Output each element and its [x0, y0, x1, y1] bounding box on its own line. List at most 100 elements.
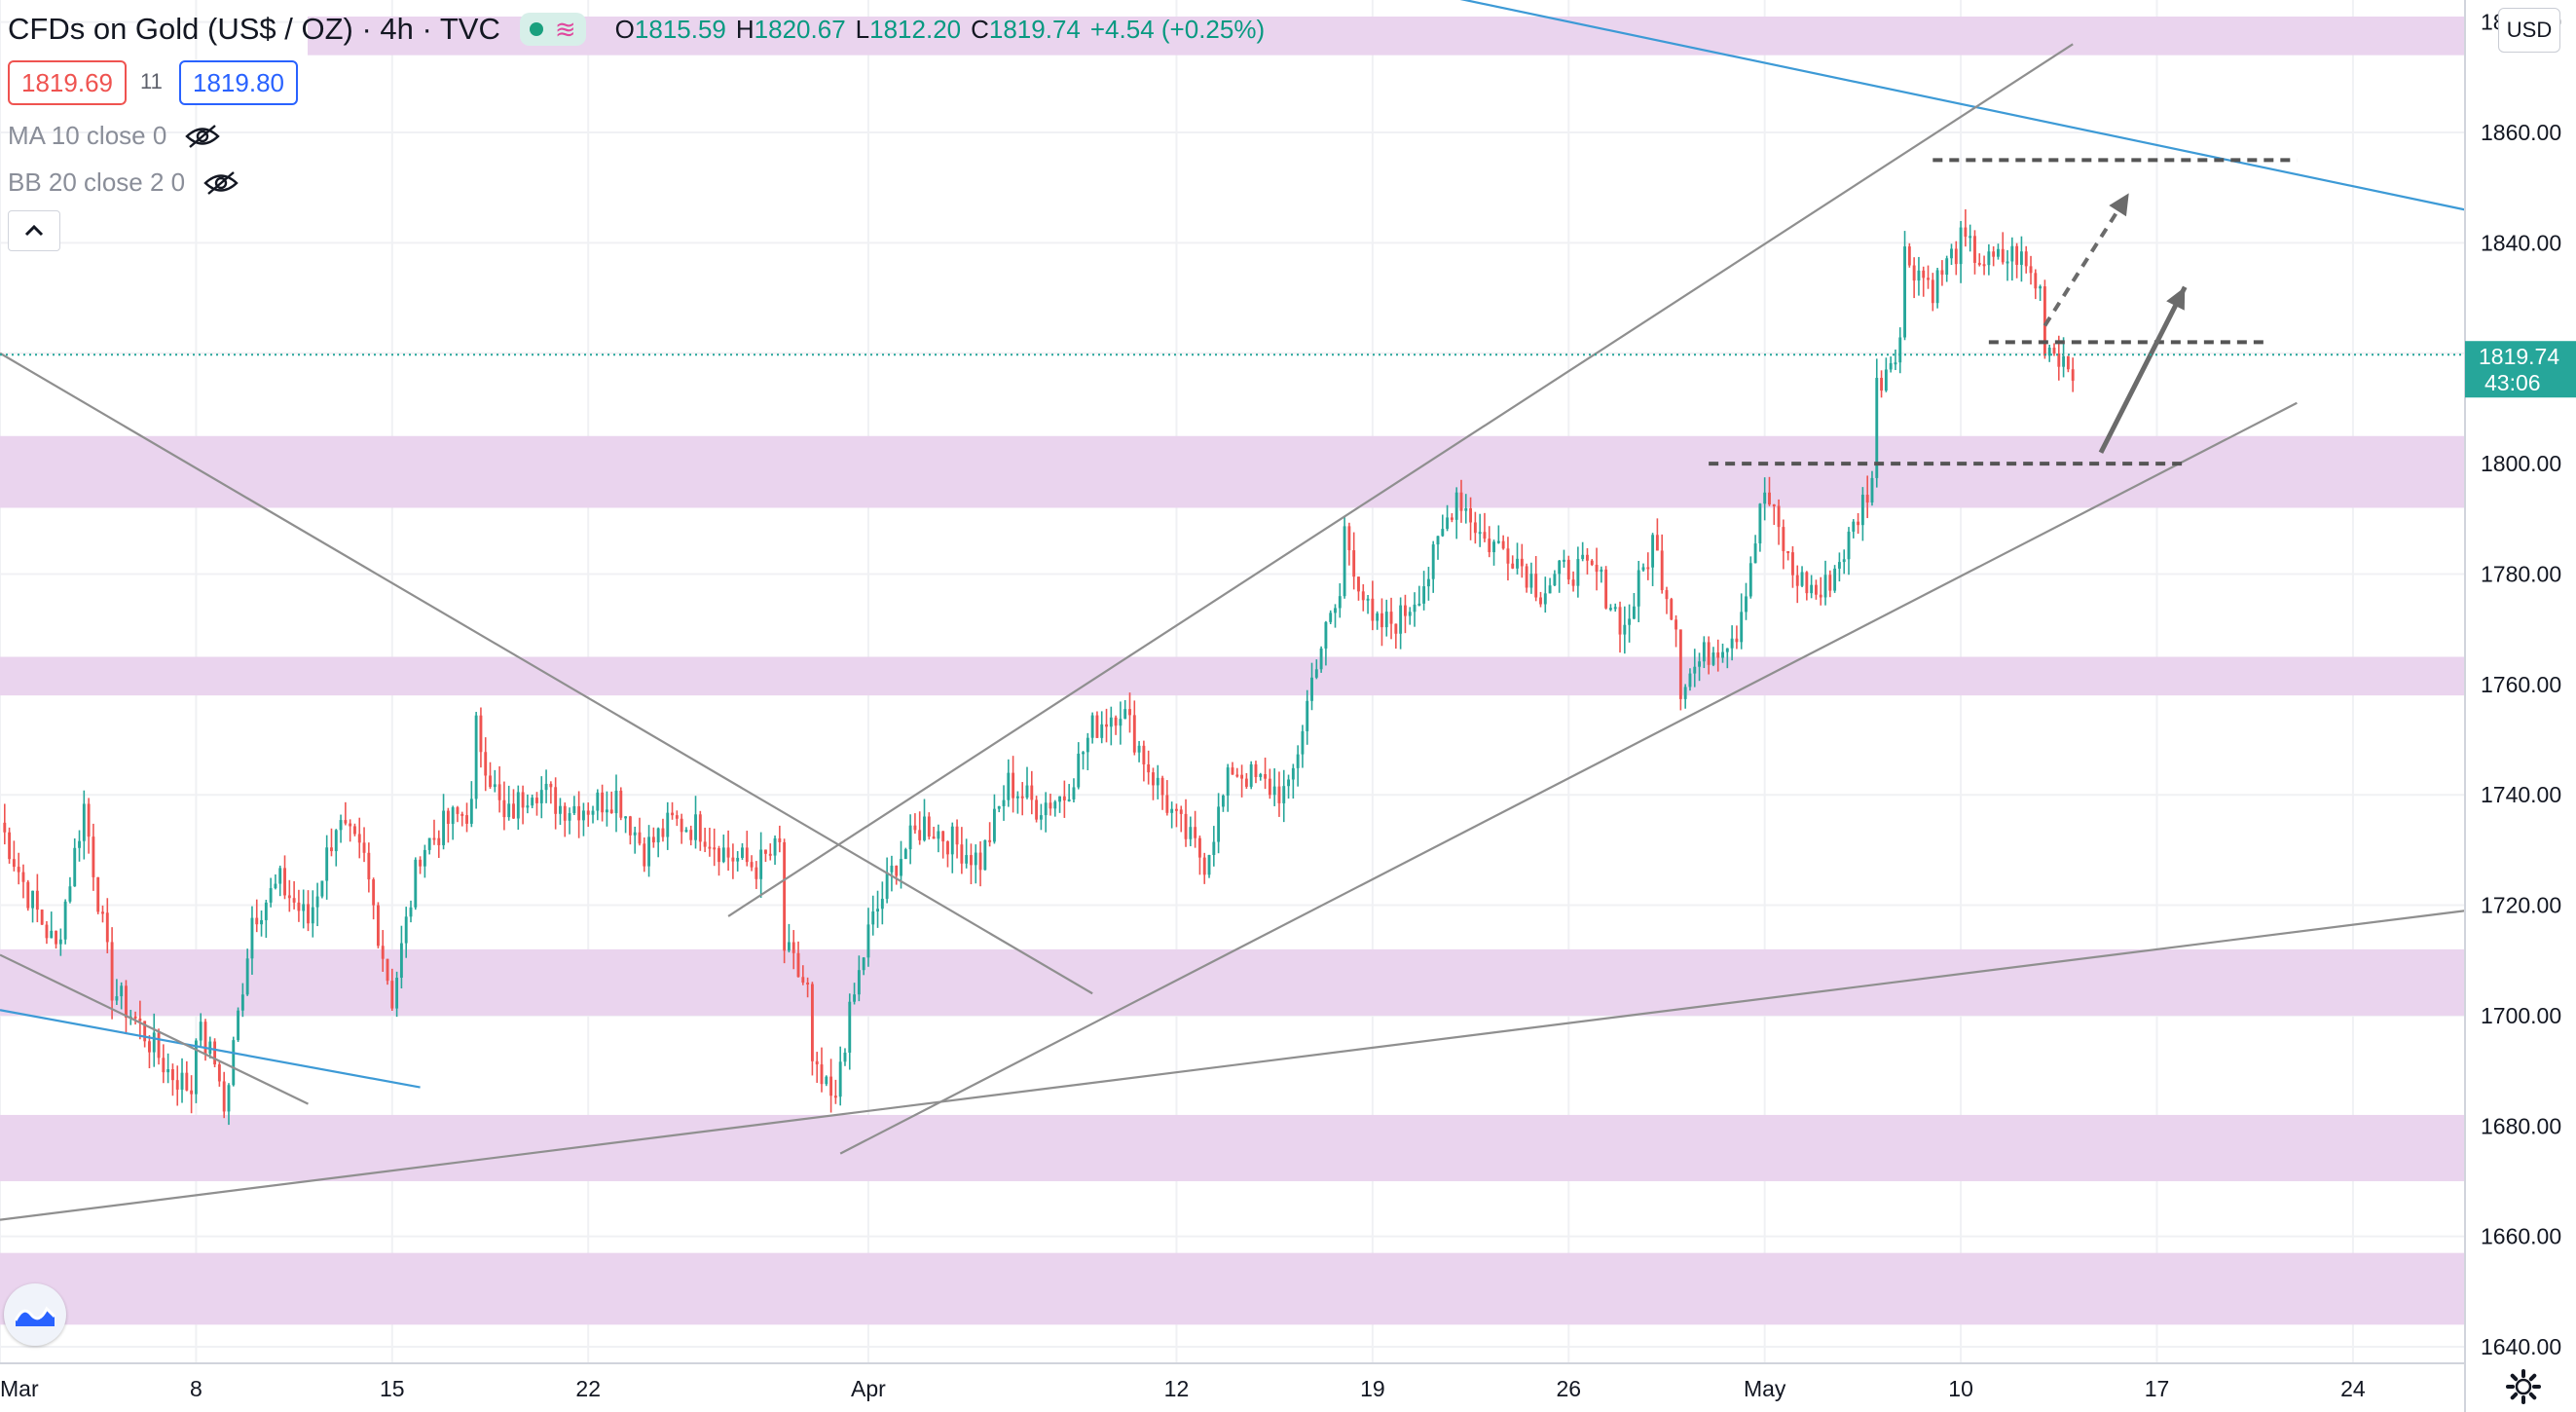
- candle-body: [2066, 355, 2070, 370]
- candle-body: [2071, 369, 2075, 381]
- gear-icon[interactable]: [2504, 1367, 2543, 1406]
- candle-body: [736, 857, 740, 862]
- candle-body: [1067, 799, 1071, 801]
- time-tick-label: 8: [190, 1376, 202, 1401]
- candle-body: [1748, 563, 1752, 597]
- candle-body: [923, 816, 926, 840]
- candle-body: [1543, 593, 1547, 605]
- candle-body: [544, 783, 548, 791]
- candle-body: [390, 981, 394, 1009]
- candle-body: [357, 834, 361, 843]
- collapse-legend-button[interactable]: [8, 210, 60, 251]
- candle-body: [1935, 270, 1939, 304]
- candle-body: [890, 865, 894, 873]
- candle-body: [190, 1090, 194, 1095]
- candle-body: [101, 911, 104, 914]
- market-status-badge[interactable]: ≋: [519, 13, 586, 46]
- candle-body: [1431, 544, 1435, 579]
- candle-body: [983, 839, 987, 871]
- trendline: [0, 953, 309, 1105]
- candle-body: [1483, 532, 1487, 539]
- candle-body: [1954, 248, 1958, 265]
- candle-body: [1160, 777, 1164, 796]
- projection-arrow-head: [2109, 193, 2129, 217]
- candle-body: [1586, 554, 1589, 561]
- time-tick-label: 12: [1164, 1376, 1190, 1401]
- candle-body: [1641, 567, 1645, 571]
- buy-price-button[interactable]: 1819.80: [179, 60, 298, 105]
- indicator-ma[interactable]: MA 10 close 0: [8, 121, 221, 151]
- candle-body: [1319, 648, 1323, 670]
- candle-body: [726, 847, 730, 858]
- candle-body: [372, 879, 376, 906]
- candle-body: [1865, 495, 1869, 503]
- visibility-off-icon[interactable]: [202, 170, 239, 196]
- candle-body: [1870, 477, 1874, 503]
- price-candles: [3, 208, 2075, 1126]
- candle-body: [516, 792, 520, 819]
- candle-body: [367, 852, 371, 880]
- candle-body: [857, 970, 861, 995]
- candle-body: [1604, 569, 1608, 609]
- candle-body: [414, 859, 418, 908]
- symbol-title[interactable]: CFDs on Gold (US$ / OZ) · 4h · TVC: [8, 12, 500, 46]
- candle-body: [601, 792, 605, 813]
- candle-body: [1179, 809, 1183, 814]
- candle-body: [1170, 808, 1174, 813]
- candle-body: [1969, 236, 1972, 239]
- tradingview-logo-icon[interactable]: [4, 1283, 66, 1346]
- candle-body: [810, 984, 814, 1061]
- candle-body: [1202, 857, 1206, 875]
- candle-body: [1217, 806, 1221, 842]
- candle-body: [1156, 777, 1159, 786]
- candle-body: [1655, 535, 1659, 551]
- sell-price-button[interactable]: 1819.69: [8, 60, 127, 105]
- candle-body: [1525, 566, 1528, 588]
- candle-body: [269, 888, 273, 903]
- candle-body: [764, 849, 767, 854]
- candle-body: [596, 792, 600, 811]
- candle-body: [1426, 578, 1430, 587]
- candle-body: [213, 1041, 217, 1065]
- candle-body: [1753, 543, 1757, 564]
- time-tick-label: 22: [575, 1376, 601, 1401]
- candle-body: [26, 881, 30, 909]
- candle-body: [451, 807, 455, 825]
- indicator-bb[interactable]: BB 20 close 2 0: [8, 167, 239, 198]
- candle-body: [240, 994, 244, 1011]
- candle-body: [1880, 378, 1884, 391]
- candle-body: [1095, 715, 1099, 738]
- trendline: [727, 43, 2074, 917]
- candle-body: [978, 852, 982, 871]
- candle-body: [1053, 801, 1057, 809]
- candle-body: [1184, 813, 1188, 839]
- chart-header: CFDs on Gold (US$ / OZ) · 4h · TVC ≋ O18…: [8, 8, 1265, 51]
- candle-body: [1917, 270, 1921, 281]
- candle-body: [1660, 550, 1664, 591]
- candle-body: [1982, 264, 1986, 267]
- candle-body: [1814, 584, 1818, 595]
- candle-body: [222, 1081, 226, 1112]
- candle-body: [1417, 603, 1421, 606]
- candle-body: [1735, 638, 1739, 643]
- candle-body: [937, 831, 940, 839]
- candle-body: [1632, 606, 1636, 619]
- candle-body: [1721, 651, 1724, 658]
- visibility-off-icon[interactable]: [184, 124, 221, 149]
- candle-body: [1371, 598, 1375, 621]
- candle-body: [1688, 673, 1692, 687]
- candle-body: [624, 816, 628, 819]
- candle-body: [217, 1064, 221, 1082]
- candle-body: [1282, 786, 1286, 803]
- candle-body: [287, 895, 291, 899]
- candle-body: [479, 715, 483, 753]
- candle-body: [1674, 619, 1678, 630]
- candle-body: [955, 826, 959, 845]
- chevron-up-icon: [24, 224, 44, 237]
- candle-body: [362, 842, 366, 853]
- currency-button[interactable]: USD: [2498, 8, 2560, 53]
- candle-body: [199, 1022, 202, 1041]
- time-tick-label: 17: [2145, 1376, 2170, 1401]
- candle-body: [1478, 532, 1482, 535]
